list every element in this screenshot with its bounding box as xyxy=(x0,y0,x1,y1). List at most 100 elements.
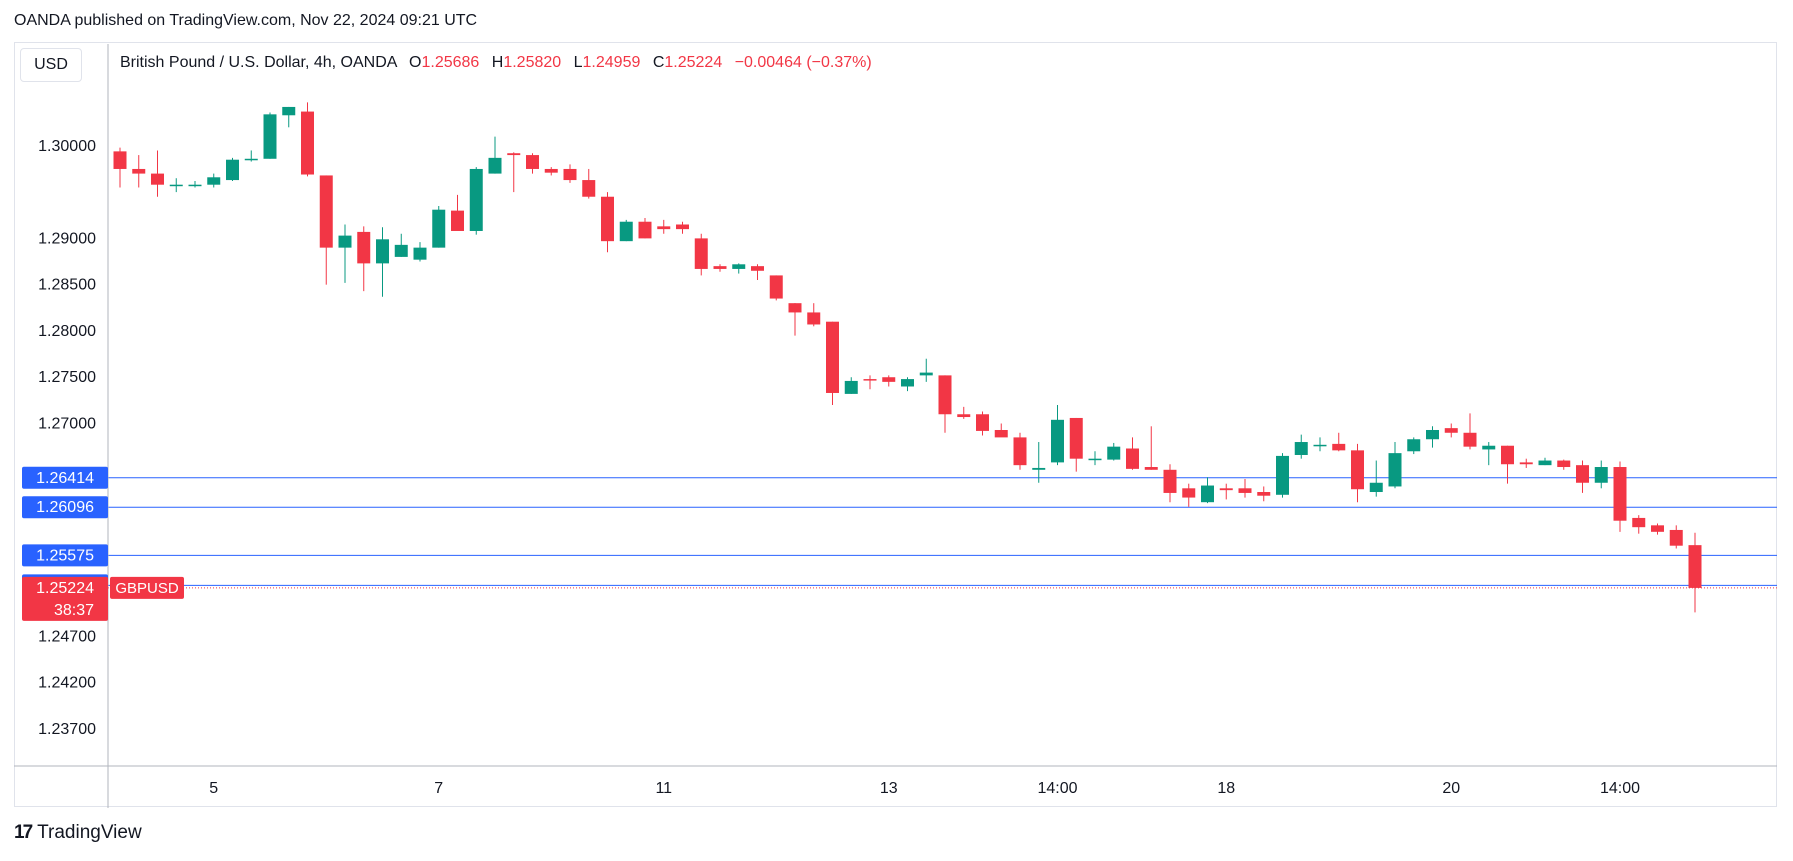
candle-body xyxy=(863,379,877,381)
candle-body xyxy=(619,221,633,242)
candle-body xyxy=(901,379,914,387)
candle-body xyxy=(882,377,896,382)
candle-body xyxy=(694,238,708,269)
candle-body xyxy=(1201,485,1214,503)
candle-body xyxy=(807,312,821,325)
candle-body xyxy=(1557,460,1571,468)
candles xyxy=(113,102,1702,613)
x-tick-label: 7 xyxy=(434,780,443,797)
candle-body xyxy=(1426,429,1439,440)
low-label: L xyxy=(573,54,583,71)
candle-body xyxy=(1294,442,1308,455)
candle-body xyxy=(1219,488,1233,491)
candle-body xyxy=(1519,462,1533,465)
candle-body xyxy=(432,209,446,248)
candle-body xyxy=(113,151,127,169)
symbol-legend: British Pound / U.S. Dollar, 4h, OANDA O… xyxy=(120,54,872,72)
last-price-label: 1.25224 xyxy=(36,580,94,597)
candle-body xyxy=(957,414,971,418)
candle-body xyxy=(338,235,352,248)
y-tick-label: 1.23700 xyxy=(38,721,96,738)
candle-body xyxy=(1126,448,1139,469)
candle-body xyxy=(1163,469,1177,493)
candle-body xyxy=(319,175,333,248)
candle-body xyxy=(1088,458,1102,461)
candle-body xyxy=(1388,453,1402,487)
candle-body xyxy=(394,244,408,257)
candle-body xyxy=(1594,467,1608,483)
candle-body xyxy=(282,106,296,116)
x-tick-label: 13 xyxy=(880,780,898,797)
tradingview-brand: TradingView xyxy=(37,822,142,843)
y-tick-label: 1.30000 xyxy=(38,138,96,155)
candle-body xyxy=(244,158,258,161)
open-value: 1.25686 xyxy=(421,54,480,71)
low-value: 1.24959 xyxy=(582,54,641,71)
tradingview-logo[interactable]: 17 TradingView xyxy=(14,822,142,844)
candle-body xyxy=(657,226,671,230)
candle-body xyxy=(1501,445,1514,465)
close-value: 1.25224 xyxy=(664,54,723,71)
candle-body xyxy=(1632,517,1646,528)
y-tick-label: 1.27000 xyxy=(38,416,96,433)
y-tick-label: 1.24700 xyxy=(38,628,96,645)
candle-body xyxy=(1182,488,1196,498)
y-tick-label: 1.28500 xyxy=(38,277,96,294)
candle-body xyxy=(1576,465,1589,483)
chart-frame xyxy=(14,42,1777,807)
level-badge-label: 1.26096 xyxy=(36,499,94,516)
candle-body xyxy=(1013,437,1027,466)
candle-body xyxy=(1669,529,1683,546)
candle-body xyxy=(169,184,183,187)
currency-button[interactable]: USD xyxy=(20,48,82,82)
candle-body xyxy=(132,168,146,174)
candle-body xyxy=(582,180,596,197)
axes: 1.30000 1.29000 1.28500 1.28000 1.27500 1.270… xyxy=(14,44,1777,808)
candle-body xyxy=(1069,417,1083,459)
high-label: H xyxy=(491,54,504,71)
candle-body xyxy=(638,221,652,239)
candle-body xyxy=(844,380,858,394)
close-label: C xyxy=(652,54,665,71)
symbol-tag-label: GBPUSD xyxy=(115,580,179,597)
level-badge-label: 1.25575 xyxy=(36,547,94,564)
candle-body xyxy=(676,224,689,230)
candle-body xyxy=(732,264,746,269)
candle-body xyxy=(1613,467,1627,521)
candle-body xyxy=(1238,488,1252,493)
symbol-tag xyxy=(110,576,184,599)
level-badge-label: 1.26414 xyxy=(36,470,94,487)
x-tick-label: 14:00 xyxy=(1037,780,1077,797)
candle-body xyxy=(769,275,783,299)
candle-body xyxy=(469,168,483,231)
candle-body xyxy=(1538,460,1552,466)
last-price-badge xyxy=(22,576,108,621)
x-tick-label: 5 xyxy=(209,780,218,797)
candle-body xyxy=(1482,445,1496,450)
tradingview-logo-mark: 17 xyxy=(14,822,33,843)
y-tick-label: 1.24200 xyxy=(38,675,96,692)
candle-body xyxy=(826,321,839,393)
candle-body xyxy=(1463,432,1477,447)
candle-body xyxy=(1276,455,1289,495)
candle-body xyxy=(1313,444,1327,447)
candle-body xyxy=(919,372,933,376)
candle-body xyxy=(1032,467,1046,470)
x-tick-label: 18 xyxy=(1217,780,1235,797)
candle-body xyxy=(151,173,164,185)
change-value: −0.00464 (−0.37%) xyxy=(734,54,872,71)
candle-body xyxy=(1369,482,1383,493)
candle-body xyxy=(601,196,614,242)
high-value: 1.25820 xyxy=(503,54,562,71)
candle-body xyxy=(563,168,577,181)
candle-body xyxy=(751,266,764,271)
candle-body xyxy=(938,375,952,415)
candle-body xyxy=(1407,439,1421,452)
candle-body xyxy=(263,114,277,159)
y-tick-label: 1.29000 xyxy=(38,230,96,247)
candle-body xyxy=(188,184,202,187)
x-tick-label: 14:00 xyxy=(1600,780,1640,797)
candle-body xyxy=(1332,443,1346,451)
candle-body xyxy=(1688,545,1702,588)
